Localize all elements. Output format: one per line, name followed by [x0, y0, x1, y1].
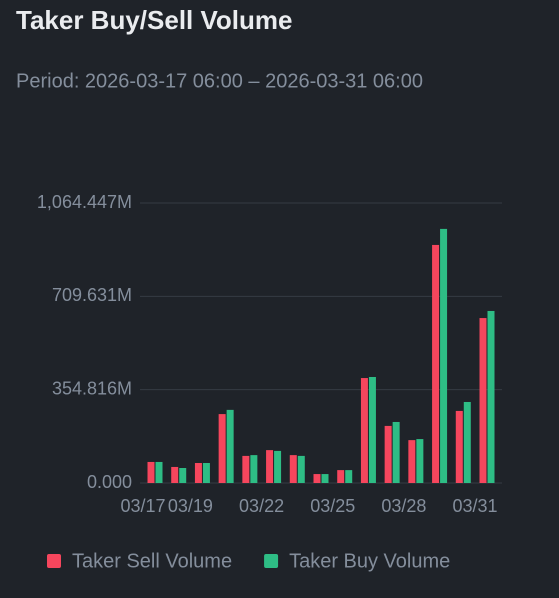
bar: [487, 310, 495, 483]
x-tick-label: 03/25: [310, 496, 355, 516]
bar: [266, 450, 274, 483]
bar: [313, 474, 321, 483]
legend-label: Taker Sell Volume: [72, 550, 232, 572]
bar: [147, 461, 155, 483]
bar: [321, 474, 329, 483]
bar: [297, 455, 305, 483]
y-tick-label: 1,064.447M: [37, 192, 132, 212]
bar: [194, 463, 202, 483]
bar: [242, 455, 250, 483]
chart-subtitle: Period: 2026-03-17 06:00 – 2026-03-31 06…: [16, 70, 423, 92]
x-tick-label: 03/17: [120, 496, 165, 516]
legend-swatch: [264, 554, 279, 568]
bar: [479, 318, 487, 483]
x-tick-label: 03/31: [452, 496, 497, 516]
bar: [226, 409, 234, 483]
bar: [250, 455, 258, 483]
bar: [274, 450, 282, 483]
y-tick-label: 709.631M: [52, 285, 132, 305]
bar: [218, 414, 226, 483]
y-tick-label: 354.816M: [52, 378, 132, 398]
y-tick-label: 0.000: [87, 472, 132, 492]
bar: [345, 470, 353, 483]
bar: [463, 401, 471, 483]
chart-title: Taker Buy/Sell Volume: [16, 5, 292, 35]
bar: [171, 466, 179, 483]
x-tick-label: 03/19: [168, 496, 213, 516]
bar: [416, 439, 424, 483]
bar: [408, 440, 416, 483]
bar: [179, 468, 187, 483]
x-tick-label: 03/28: [381, 496, 426, 516]
legend-swatch: [47, 554, 61, 568]
bar: [384, 425, 392, 483]
bar: [337, 470, 345, 483]
legend-label: Taker Buy Volume: [289, 550, 450, 572]
bar: [392, 421, 400, 483]
bar: [440, 228, 448, 483]
bar: [289, 455, 297, 483]
bar: [360, 378, 368, 483]
bar: [432, 244, 440, 483]
bar: [368, 376, 376, 483]
x-tick-label: 03/22: [239, 496, 284, 516]
bar: [455, 410, 463, 483]
bar: [155, 461, 163, 483]
bar: [202, 463, 210, 483]
